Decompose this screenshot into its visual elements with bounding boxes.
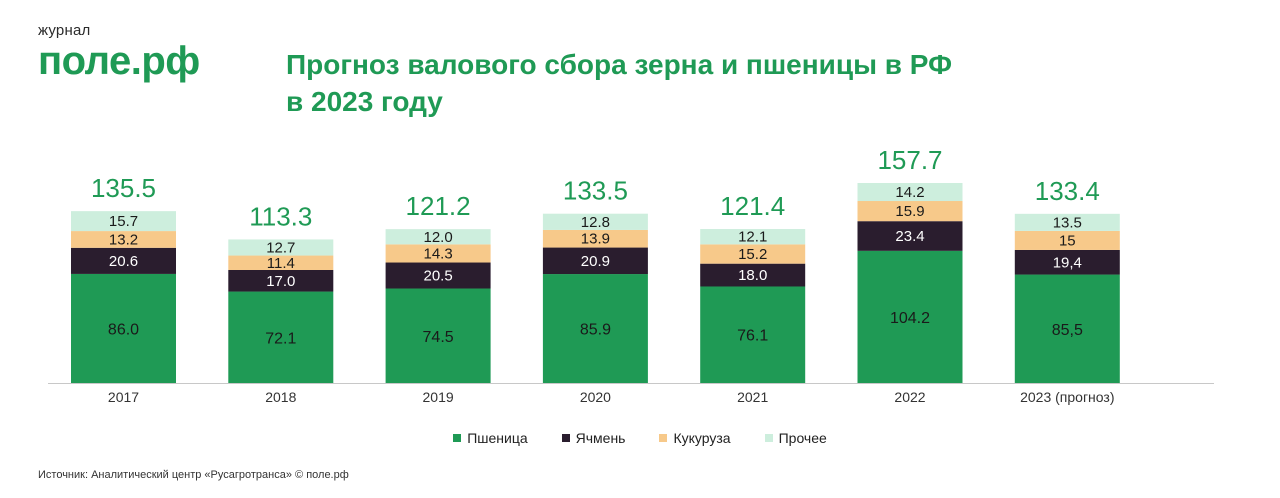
brand-name: поле.рф (38, 39, 200, 83)
data-label: 20.6 (109, 253, 138, 270)
legend-label: Пшеница (467, 430, 528, 446)
total-label: 135.5 (91, 173, 156, 203)
chart-title: Прогноз валового сбора зерна и пшеницы в… (286, 46, 952, 120)
legend-item: Прочее (764, 430, 827, 446)
data-label: 72.1 (265, 330, 296, 347)
legend-item: Ячмень (561, 430, 626, 446)
x-tick-label: 2021 (737, 389, 768, 405)
data-label: 13.2 (109, 231, 138, 248)
bar-segment-Ячмень-2019 (385, 262, 491, 289)
data-label: 76.1 (737, 328, 768, 345)
chart-title-line-1: Прогноз валового сбора зерна и пшеницы в… (286, 49, 952, 80)
data-label: 104.2 (890, 310, 930, 327)
bar-segment-Кукуруза-2021 (700, 244, 806, 264)
data-label: 18.0 (738, 267, 767, 284)
bar-segment-Кукуруза-2017 (71, 231, 176, 248)
data-label: 15.9 (895, 203, 924, 220)
total-label: 113.3 (249, 201, 312, 231)
data-label: 12.1 (738, 229, 767, 246)
data-label: 12.0 (423, 229, 452, 246)
data-label: 15.7 (109, 213, 138, 230)
bar-segment-Пшеница-2020 (542, 274, 648, 383)
data-label: 74.5 (423, 329, 454, 346)
data-label: 85,5 (1052, 322, 1083, 339)
bar-segment-Ячмень-2018 (228, 270, 334, 292)
legend-swatch (659, 434, 668, 442)
bar-segment-Пшеница-2021 (700, 286, 806, 383)
bar-segment-Прочее-2019 (385, 229, 491, 245)
bar-segment-Пшеница-2022 (857, 250, 963, 383)
data-label: 14.2 (895, 184, 924, 201)
bar-segment-Прочее-2021 (700, 229, 806, 245)
total-label: 133.4 (1035, 176, 1100, 206)
data-label: 12.7 (266, 239, 295, 256)
total-label: 157.7 (877, 145, 942, 175)
brand-caption: журнал (38, 22, 91, 39)
legend-label: Ячмень (575, 430, 626, 446)
legend-swatch (561, 434, 570, 442)
chart-legend: Пшеница Ячмень Кукуруза Прочее (0, 430, 1280, 446)
data-label: 20.9 (581, 253, 610, 270)
bar-segment-Прочее-2023 (прогноз) (1014, 213, 1120, 231)
data-label: 20.5 (423, 268, 452, 285)
bar-segment-Прочее-2018 (228, 239, 334, 256)
data-label: 13.5 (1053, 214, 1082, 231)
bar-segment-Пшеница-2018 (228, 291, 334, 383)
data-label: 14.3 (423, 245, 452, 262)
x-tick-label: 2023 (прогноз) (1020, 389, 1114, 405)
data-label: 23.4 (895, 228, 924, 245)
x-tick-label: 2018 (265, 389, 296, 405)
data-label: 11.4 (267, 255, 295, 272)
bar-segment-Кукуруза-2022 (857, 201, 963, 222)
data-label: 12.8 (581, 214, 610, 231)
x-tick-label: 2020 (580, 389, 611, 405)
data-label: 17.0 (266, 273, 295, 290)
bar-segment-Кукуруза-2020 (542, 229, 648, 248)
x-tick-label: 2017 (108, 389, 139, 405)
bar-segment-Ячмень-2021 (700, 263, 806, 287)
total-label: 133.5 (563, 176, 628, 206)
data-label: 15 (1059, 232, 1076, 249)
data-label: 15.2 (738, 246, 767, 263)
bar-segment-Ячмень-2023 (прогноз) (1014, 249, 1120, 275)
source-note: Источник: Аналитический центр «Русагротр… (38, 469, 349, 481)
bar-segment-Кукуруза-2019 (385, 244, 491, 263)
bar-segment-Кукуруза-2023 (прогноз) (1014, 230, 1120, 250)
data-label: 86.0 (108, 321, 139, 338)
x-tick-label: 2019 (423, 389, 454, 405)
bar-segment-Пшеница-2019 (385, 288, 491, 383)
data-label: 13.9 (581, 231, 610, 248)
total-label: 121.2 (406, 191, 471, 221)
data-label: 85.9 (580, 322, 611, 339)
legend-swatch (764, 434, 773, 442)
legend-item: Пшеница (453, 430, 528, 446)
legend-label: Кукуруза (673, 430, 731, 446)
x-tick-label: 2022 (894, 389, 925, 405)
bar-segment-Ячмень-2020 (542, 247, 648, 275)
bar-segment-Ячмень-2017 (71, 247, 176, 274)
bar-segment-Пшеница-2023 (прогноз) (1014, 274, 1120, 383)
legend-item: Кукуруза (659, 430, 731, 446)
bar-segment-Кукуруза-2018 (228, 255, 334, 271)
total-label: 121.4 (720, 191, 785, 221)
bar-segment-Прочее-2022 (857, 183, 963, 202)
bar-segment-Ячмень-2022 (857, 221, 963, 251)
stacked-bar-chart: 86.020.613.215.7135.5201772.117.011.412.… (48, 145, 1214, 405)
chart-title-line-2: в 2023 году (286, 86, 443, 117)
bar-segment-Пшеница-2017 (71, 273, 176, 383)
brand-logo: журнал поле.рф (38, 22, 200, 81)
bar-segment-Прочее-2017 (71, 211, 176, 232)
data-label: 19,4 (1053, 254, 1082, 271)
legend-label: Прочее (778, 430, 827, 446)
bar-segment-Прочее-2020 (542, 213, 648, 230)
legend-swatch (453, 434, 462, 442)
